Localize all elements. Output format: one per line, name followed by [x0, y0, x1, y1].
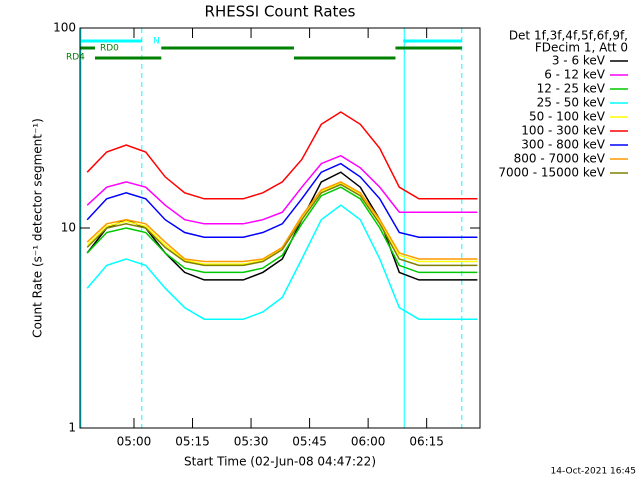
flag-label: RD0 [100, 44, 119, 54]
y-tick-label: 10 [61, 221, 76, 235]
x-tick-label: 05:00 [117, 435, 152, 449]
legend-title: FDecim 1, Att 0 [535, 41, 628, 55]
legend-label: 25 - 50 keV [537, 96, 606, 110]
series-line [86, 181, 478, 263]
legend-label: 800 - 7000 keV [514, 152, 606, 166]
legend-label: 3 - 6 keV [552, 54, 606, 68]
legend-label: 300 - 800 keV [521, 138, 605, 152]
series-line [86, 204, 478, 320]
x-tick-label: 05:30 [234, 435, 269, 449]
series-line [86, 186, 478, 274]
y-tick-label: 100 [53, 21, 76, 35]
x-tick-label: 05:45 [292, 435, 327, 449]
x-axis-label: Start Time (02-Jun-08 04:47:22) [184, 455, 376, 469]
series-line [86, 154, 478, 225]
footer: 14-Oct-2021 16:45 [551, 467, 636, 477]
series-line [86, 162, 478, 238]
y-tick-label: 1 [68, 421, 76, 435]
y-axis-label: Count Rate (s⁻¹ detector segment⁻¹) [31, 118, 45, 338]
x-tick-label: 05:15 [175, 435, 210, 449]
legend-label: 50 - 100 keV [529, 110, 606, 124]
legend-title: Det 1f,3f,4f,5f,6f,9f, [509, 29, 628, 43]
series-line [86, 171, 478, 281]
chart-title: RHESSI Count Rates [205, 3, 356, 21]
x-tick-label: 06:15 [409, 435, 444, 449]
legend-label: 7000 - 15000 keV [498, 166, 605, 180]
flag-label: N [153, 37, 160, 47]
series-line [86, 111, 478, 200]
series-line [86, 183, 478, 267]
legend-label: 12 - 25 keV [537, 82, 606, 96]
x-tick-label: 06:00 [351, 435, 386, 449]
legend-label: 6 - 12 keV [544, 68, 606, 82]
legend-label: 100 - 300 keV [521, 124, 605, 138]
flag-label: RD4 [66, 53, 85, 63]
